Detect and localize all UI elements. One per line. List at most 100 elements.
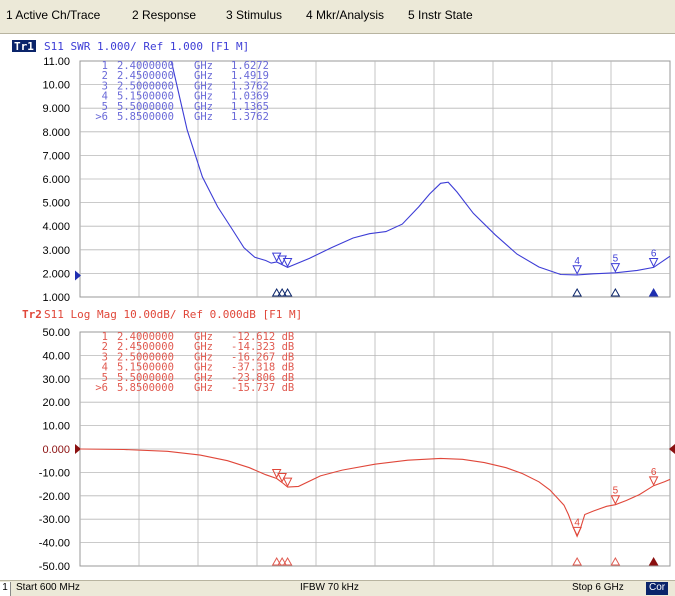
logmag-marker-5: [610, 495, 621, 505]
logmag-marker-label-5: 5: [613, 486, 619, 497]
status-stop-frequency: Stop 6 GHz: [572, 582, 624, 593]
status-ifbw: IFBW 70 kHz: [300, 582, 359, 593]
logmag-y-tick-label: -30.00: [39, 514, 70, 526]
logmag-marker-table-value: -12.612 dB: [231, 331, 294, 343]
swr-marker-table-freq: 5.5000000: [117, 101, 174, 113]
logmag-marker-4: [572, 526, 582, 537]
status-correction-badge[interactable]: Cor: [646, 582, 669, 595]
logmag-marker-table-unit: GHz: [194, 331, 213, 343]
logmag-marker-3: [282, 477, 293, 488]
swr-marker-edge-5: [610, 287, 621, 297]
logmag-marker-edge-1: [271, 556, 282, 566]
logmag-marker-table-value: -23.806 dB: [231, 372, 294, 384]
swr-marker-table-num: 4: [102, 91, 108, 103]
swr-marker-1: [271, 252, 282, 263]
logmag-marker-edge-4: [572, 556, 582, 566]
logmag-marker-table-freq: 2.4000000: [117, 331, 174, 343]
swr-marker-table-num: 1: [102, 60, 108, 72]
swr-y-tick-label: 1.000: [42, 292, 70, 304]
logmag-marker-table-freq: 2.4500000: [117, 341, 174, 353]
swr-marker-table-freq: 5.1500000: [117, 91, 174, 103]
swr-marker-5: [610, 263, 621, 273]
menu-response[interactable]: 2 Response: [132, 8, 197, 22]
logmag-marker-table-num: 5: [102, 372, 108, 384]
logmag-trace-badge-label: Tr2: [22, 308, 42, 321]
swr-marker-table-unit: GHz: [194, 80, 213, 92]
menu-mkr-analysis[interactable]: 4 Mkr/Analysis: [306, 8, 385, 22]
swr-marker-3: [282, 257, 293, 268]
logmag-marker-table-num: 2: [102, 341, 108, 353]
swr-trace-badge-label: Tr1: [14, 40, 34, 53]
swr-marker-table-freq: 2.5000000: [117, 80, 174, 92]
logmag-marker-table-value: -14.323 dB: [231, 341, 294, 353]
logmag-marker-edge-2: [277, 556, 287, 566]
swr-marker-table-value: 1.3762: [231, 111, 269, 123]
trace-plots: Tr1 S11 SWR 1.000/ Ref 1.000 [F1 M] 11.00 1…: [12, 40, 675, 573]
logmag-marker-table-unit: GHz: [194, 362, 213, 374]
logmag-marker-2: [277, 473, 287, 483]
logmag-trace-header: S11 Log Mag 10.00dB/ Ref 0.000dB [F1 M]: [44, 308, 302, 321]
swr-y-tick-label: 11.00: [43, 56, 70, 68]
swr-marker-table-freq: 5.8500000: [117, 111, 174, 123]
logmag-marker-table-unit: GHz: [194, 351, 213, 363]
swr-marker-6: [648, 257, 659, 268]
logmag-y-tick-label: 10.00: [42, 421, 70, 433]
logmag-marker-label-4: 4: [574, 517, 580, 528]
menu-active-ch-trace[interactable]: 1 Active Ch/Trace: [6, 8, 101, 22]
swr-y-tick-label: 7.000: [42, 150, 70, 162]
swr-marker-4: [572, 265, 582, 275]
swr-marker-table-value: 1.3762: [231, 80, 269, 92]
swr-marker-table-num: 5: [102, 101, 108, 113]
logmag-marker-table-value: -37.318 dB: [231, 362, 294, 374]
logmag-y-tick-label: 40.00: [42, 350, 70, 362]
menu-instr-state[interactable]: 5 Instr State: [408, 8, 473, 22]
swr-marker-table-value: 1.0369: [231, 91, 269, 103]
logmag-marker-6: [648, 476, 659, 486]
logmag-marker-table-unit: GHz: [194, 372, 213, 384]
swr-marker-table-freq: 2.4500000: [117, 70, 174, 82]
logmag-marker-table-value: -16.267 dB: [231, 351, 294, 363]
logmag-marker-table-freq: 5.8500000: [117, 382, 174, 394]
swr-marker-edge-3: [282, 287, 293, 297]
logmag-y-tick-label: -50.00: [39, 561, 70, 573]
logmag-marker-table-num: 4: [102, 362, 108, 374]
swr-y-tick-label: 10.00: [42, 80, 70, 92]
logmag-reference-arrow-left: [75, 444, 81, 454]
swr-y-tick-label: 2.000: [42, 268, 70, 280]
menu-stimulus[interactable]: 3 Stimulus: [226, 8, 283, 22]
logmag-marker-label-6: 6: [651, 467, 657, 478]
swr-y-tick-label: 5.000: [42, 198, 70, 210]
swr-marker-table-unit: GHz: [194, 91, 213, 103]
swr-marker-table-freq: 2.4000000: [117, 60, 174, 72]
logmag-y-tick-label: -20.00: [39, 491, 70, 503]
logmag-y-tick-label: 30.00: [42, 374, 70, 386]
logmag-marker-edge-3: [282, 556, 293, 566]
logmag-marker-table-freq: 5.5000000: [117, 372, 174, 384]
menu-bar: 1 Active Ch/Trace 2 Response 3 Stimulus …: [0, 0, 675, 34]
logmag-marker-table-unit: GHz: [194, 382, 213, 394]
logmag-y-tick-label: 50.00: [42, 327, 70, 339]
logmag-trace-line: [80, 448, 670, 538]
swr-y-tick-label: 8.000: [42, 127, 70, 139]
swr-marker-edge-6: [648, 287, 659, 297]
swr-marker-table-unit: GHz: [194, 70, 213, 82]
logmag-marker-table-freq: 2.5000000: [117, 351, 174, 363]
swr-marker-label-6: 6: [651, 248, 657, 259]
swr-marker-table-unit: GHz: [194, 111, 213, 123]
swr-marker-table-num: 2: [102, 70, 108, 82]
logmag-y-tick-label: 0.000: [42, 444, 70, 456]
swr-y-tick-label: 3.000: [42, 245, 70, 257]
swr-trace-badge: [12, 40, 36, 52]
swr-marker-edge-2: [277, 287, 287, 297]
logmag-marker-table-num: 3: [102, 351, 108, 363]
swr-marker-table-value: 1.1365: [231, 101, 269, 113]
logmag-reference-arrow-right: [669, 444, 675, 454]
swr-marker-table-value: 1.4919: [231, 70, 269, 82]
swr-reference-arrow-left: [75, 270, 81, 281]
swr-trace-line: [171, 61, 670, 276]
status-channel[interactable]: 1: [0, 582, 11, 596]
measurement-display: Tr1 S11 SWR 1.000/ Ref 1.000 [F1 M] 11.00 1…: [0, 34, 675, 580]
logmag-marker-table-num: 1: [102, 331, 108, 343]
swr-y-tick-label: 6.000: [42, 174, 70, 186]
logmag-y-tick-label: -10.00: [39, 467, 70, 479]
